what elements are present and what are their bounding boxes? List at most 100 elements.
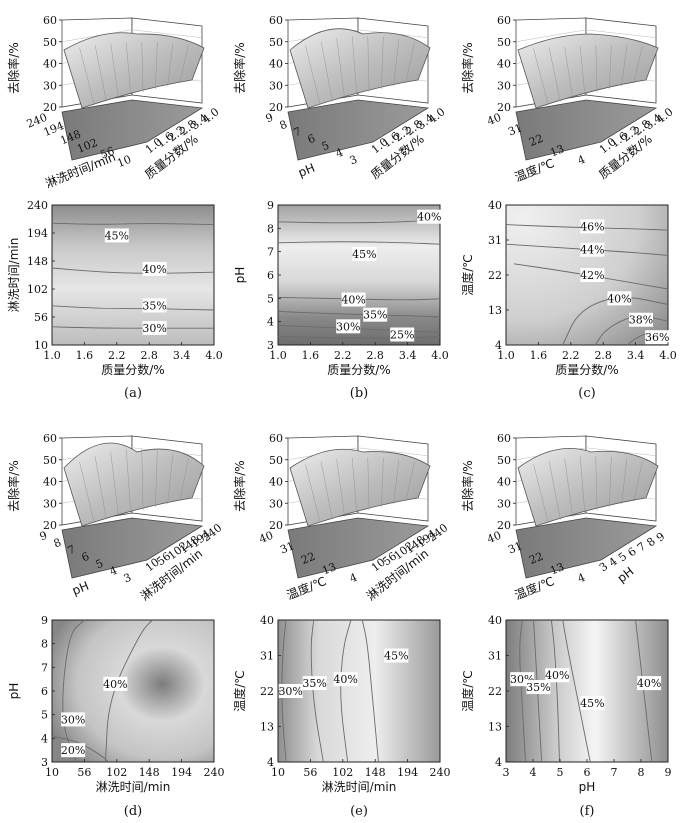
z-tick-label: 60: [269, 14, 283, 27]
contour-label-box: [103, 676, 128, 691]
contour-label: 45%: [105, 229, 129, 242]
x-tick-label: 194: [171, 766, 192, 779]
wall-gridline: [357, 447, 429, 456]
surface-y-tick-label: 8: [52, 536, 63, 551]
surface-y-tick-label: 40: [485, 529, 503, 546]
surface-mesh-line: [580, 45, 586, 96]
contour-label: 30%: [336, 320, 360, 333]
contour-label: 45%: [352, 248, 376, 261]
contour-label-box: [526, 680, 551, 695]
surface-x-tick-label: 9: [654, 530, 668, 545]
contour-label-box: [607, 291, 632, 306]
surface-y-tick-label: 6: [306, 132, 317, 147]
x-tick-label: 102: [332, 766, 353, 779]
panel-a: 20 30 40 50 60 去除率/% 1.0 1.6 2.2 2.8 3.4 4.0 质量分数/% 2…: [6, 14, 223, 401]
y-tick-label: 40: [260, 614, 274, 627]
contour-label-box: [545, 668, 570, 683]
contour-background: [51, 204, 215, 346]
panel-b: 20 30 40 50 60 去除率/% 1.0 1.6 2.2 2.8 3.4 4.0 质量分数/% 9…: [232, 14, 449, 401]
y-tick-label: 31: [488, 650, 502, 663]
surface-mesh-line: [126, 449, 132, 514]
surface-mesh-line: [564, 458, 573, 517]
surface-mesh-line: [141, 41, 144, 93]
surface-mesh-line: [336, 459, 345, 517]
contour-line: [277, 336, 441, 339]
contour-label-box: [142, 298, 167, 313]
surface-y-tick-label: 7: [292, 125, 303, 140]
surface-y-tick-label: 4: [576, 571, 587, 586]
contour-label: 40%: [417, 211, 441, 224]
contour-label: 20%: [61, 744, 85, 757]
y-tick-label: 7: [41, 661, 48, 674]
x-axis-title: 质量分数/%: [327, 362, 390, 377]
z-tick-label: 20: [43, 519, 57, 532]
surface-mesh-line: [305, 45, 321, 105]
surface-mesh-line: [595, 45, 598, 93]
surface-mesh-line: [381, 458, 384, 508]
surface-mesh-line: [179, 44, 189, 84]
surface-y-tick-label: 7: [66, 543, 77, 558]
panel-caption: (d): [124, 804, 142, 819]
contour-line: [51, 222, 215, 226]
response-surface: [63, 32, 205, 109]
x-tick-label: 7: [611, 766, 618, 779]
x-tick-label: 1.0: [497, 349, 515, 362]
contour-label: 40%: [545, 669, 569, 682]
response-surface: [517, 33, 659, 109]
contour-label-box: [142, 320, 167, 335]
y-tick-label: 7: [267, 246, 274, 259]
z-tick-label: 20: [497, 101, 511, 114]
contour-label-box: [333, 672, 358, 687]
contour-label: 45%: [580, 697, 604, 710]
surface-y-tick-label: 8: [278, 118, 289, 133]
contour-label: 40%: [637, 677, 661, 690]
contour-line: [51, 326, 214, 329]
surface-mesh-line: [405, 461, 415, 502]
y-tick-label: 13: [260, 721, 274, 734]
surface-mesh-line: [580, 456, 586, 514]
panel-e: 20 30 40 50 60 去除率/% 10 56 102 148 194 240 淋洗时间/min 4…: [232, 432, 451, 819]
surface-y-tick-label: 5: [320, 139, 331, 154]
surface-mesh-line: [141, 449, 144, 511]
contour-label: 35%: [526, 681, 550, 694]
z-tick-label: 40: [497, 58, 511, 71]
contour-label-box: [637, 676, 662, 691]
z-axis-title: 去除率/%: [232, 460, 247, 511]
x-tick-label: 3: [503, 766, 510, 779]
x-tick-label: 4.0: [205, 349, 223, 362]
x-axis-title: 淋洗时间/min: [322, 780, 397, 794]
contour-plot: 40%30%20%10 56 102 148 194 240淋洗时间/min3456789…: [7, 614, 225, 794]
x-tick-label: 4.0: [659, 349, 677, 362]
contour-line: [281, 619, 287, 763]
z-tick-label: 60: [497, 432, 511, 445]
panel-caption: (e): [350, 804, 368, 819]
surface-y-tick-label: 4: [334, 146, 345, 161]
response-surface: [517, 448, 659, 527]
z-tick-label: 60: [43, 14, 57, 27]
x-tick-label: 1.0: [269, 349, 287, 362]
x-tick-label: 2.2: [562, 349, 580, 362]
y-tick-label: 9: [41, 614, 48, 627]
y-tick-label: 56: [34, 311, 48, 324]
y-tick-label: 4: [267, 316, 274, 329]
surface-y-tick-label: 9: [38, 529, 49, 544]
contour-floor: [287, 517, 430, 579]
contour-line: [51, 305, 215, 311]
panel-f: 2030405060去除率/%3456789pH403122134温度/℃30%…: [460, 432, 672, 819]
contour-label-box: [352, 247, 377, 261]
contour-label-box: [580, 242, 605, 257]
contour-label: 42%: [580, 269, 604, 282]
x-tick-label: 2.2: [108, 349, 126, 362]
contour-label: 30%: [278, 685, 302, 698]
contour-label-box: [645, 330, 670, 345]
surface-mesh-line: [405, 42, 415, 84]
y-axis-title: pH: [7, 683, 21, 700]
surface-mesh-line: [320, 41, 333, 102]
surface-mesh-line: [609, 457, 612, 508]
contour-plot: 40% 45% 40% 35%30% 25% 1.0 1.6 2.2 2.8 3.4 4.0 质量分数…: [233, 199, 449, 377]
y-tick-label: 3: [41, 756, 48, 769]
panel-d: 2030405060去除率/%1056102148194240淋洗时间/min9…: [6, 432, 225, 819]
y-tick-label: 8: [41, 638, 48, 651]
surface-mesh-line: [155, 42, 158, 90]
